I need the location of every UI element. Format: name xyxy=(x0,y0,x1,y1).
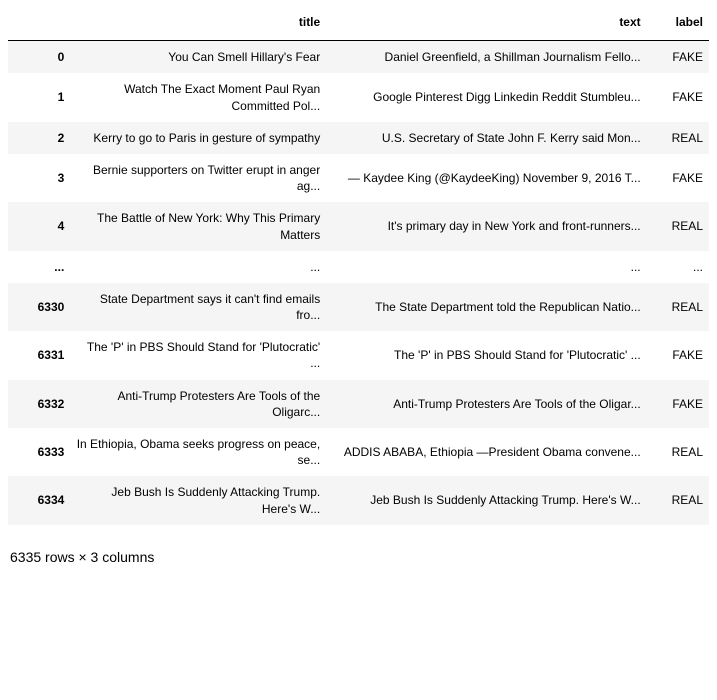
cell-text: ADDIS ABABA, Ethiopia —President Obama c… xyxy=(326,428,646,476)
header-title: title xyxy=(70,8,326,41)
cell-text: Daniel Greenfield, a Shillman Journalism… xyxy=(326,41,646,74)
table-row: 4 The Battle of New York: Why This Prima… xyxy=(8,202,709,250)
table-body: 0 You Can Smell Hillary's Fear Daniel Gr… xyxy=(8,41,709,525)
table-row: 1 Watch The Exact Moment Paul Ryan Commi… xyxy=(8,73,709,121)
row-index: 6334 xyxy=(8,476,70,524)
header-index-blank xyxy=(8,8,70,41)
row-index: 6332 xyxy=(8,380,70,428)
cell-text: It's primary day in New York and front-r… xyxy=(326,202,646,250)
cell-label: REAL xyxy=(647,476,709,524)
cell-title: Jeb Bush Is Suddenly Attacking Trump. He… xyxy=(70,476,326,524)
shape-note: 6335 rows × 3 columns xyxy=(8,539,709,565)
table-row: 0 You Can Smell Hillary's Fear Daniel Gr… xyxy=(8,41,709,74)
cell-label: REAL xyxy=(647,283,709,331)
cell-title: The Battle of New York: Why This Primary… xyxy=(70,202,326,250)
row-index: 6333 xyxy=(8,428,70,476)
cell-title: The 'P' in PBS Should Stand for 'Plutocr… xyxy=(70,331,326,379)
cell-label: FAKE xyxy=(647,73,709,121)
cell-title: Watch The Exact Moment Paul Ryan Committ… xyxy=(70,73,326,121)
cell-label: FAKE xyxy=(647,331,709,379)
cell-text: — Kaydee King (@KaydeeKing) November 9, … xyxy=(326,154,646,202)
cell-title: State Department says it can't find emai… xyxy=(70,283,326,331)
row-index: 2 xyxy=(8,122,70,154)
row-index: 3 xyxy=(8,154,70,202)
cell-title: Bernie supporters on Twitter erupt in an… xyxy=(70,154,326,202)
cell-title: You Can Smell Hillary's Fear xyxy=(70,41,326,74)
row-index: 0 xyxy=(8,41,70,74)
cell-text: The 'P' in PBS Should Stand for 'Plutocr… xyxy=(326,331,646,379)
table-row: 3 Bernie supporters on Twitter erupt in … xyxy=(8,154,709,202)
table-row: 6334 Jeb Bush Is Suddenly Attacking Trum… xyxy=(8,476,709,524)
cell-text: Google Pinterest Digg Linkedin Reddit St… xyxy=(326,73,646,121)
table-row: 6333 In Ethiopia, Obama seeks progress o… xyxy=(8,428,709,476)
row-index: 1 xyxy=(8,73,70,121)
cell-text: Anti-Trump Protesters Are Tools of the O… xyxy=(326,380,646,428)
row-index: 6331 xyxy=(8,331,70,379)
cell-label: REAL xyxy=(647,428,709,476)
header-text: text xyxy=(326,8,646,41)
row-index: ... xyxy=(8,251,70,283)
cell-label: FAKE xyxy=(647,154,709,202)
cell-title: Kerry to go to Paris in gesture of sympa… xyxy=(70,122,326,154)
header-label: label xyxy=(647,8,709,41)
dataframe-table: title text label 0 You Can Smell Hillary… xyxy=(8,8,709,525)
cell-text: ... xyxy=(326,251,646,283)
cell-title: ... xyxy=(70,251,326,283)
cell-text: Jeb Bush Is Suddenly Attacking Trump. He… xyxy=(326,476,646,524)
table-row: 6330 State Department says it can't find… xyxy=(8,283,709,331)
cell-text: The State Department told the Republican… xyxy=(326,283,646,331)
cell-label: ... xyxy=(647,251,709,283)
cell-text: U.S. Secretary of State John F. Kerry sa… xyxy=(326,122,646,154)
cell-label: REAL xyxy=(647,202,709,250)
table-row: 2 Kerry to go to Paris in gesture of sym… xyxy=(8,122,709,154)
cell-label: FAKE xyxy=(647,380,709,428)
cell-label: REAL xyxy=(647,122,709,154)
cell-label: FAKE xyxy=(647,41,709,74)
table-row: 6332 Anti-Trump Protesters Are Tools of … xyxy=(8,380,709,428)
cell-title: Anti-Trump Protesters Are Tools of the O… xyxy=(70,380,326,428)
row-index: 6330 xyxy=(8,283,70,331)
row-index: 4 xyxy=(8,202,70,250)
table-row-ellipsis: ... ... ... ... xyxy=(8,251,709,283)
table-row: 6331 The 'P' in PBS Should Stand for 'Pl… xyxy=(8,331,709,379)
cell-title: In Ethiopia, Obama seeks progress on pea… xyxy=(70,428,326,476)
table-header: title text label xyxy=(8,8,709,41)
